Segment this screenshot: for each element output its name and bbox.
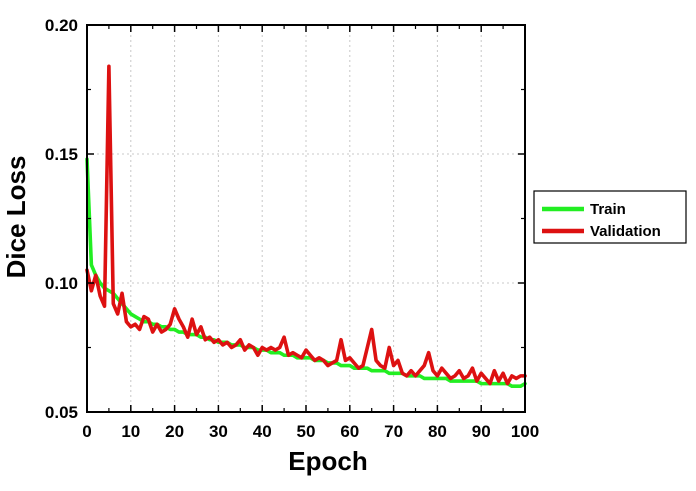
x-tick-label: 20 [165,422,184,441]
y-tick-labels: 0.05 0.10 0.15 0.20 [45,16,78,422]
x-tick-label: 80 [428,422,447,441]
x-tick-label: 40 [253,422,272,441]
legend-box [533,190,687,244]
x-tick-label: 0 [82,422,91,441]
x-tick-label: 30 [209,422,228,441]
legend-label-validation: Validation [590,223,661,240]
legend-label-train: Train [590,201,626,218]
y-tick-label: 0.15 [45,145,78,164]
y-tick-label: 0.20 [45,16,78,35]
y-axis-title: Dice Loss [1,156,31,279]
x-tick-label: 100 [511,422,539,441]
legend: Train Validation [533,190,687,244]
series-layer [85,64,527,389]
y-tick-label: 0.05 [45,403,78,422]
x-tick-label: 50 [297,422,316,441]
x-tick-label: 90 [472,422,491,441]
axis-ticks [86,24,526,413]
series-line-validation [85,64,527,386]
x-tick-label: 60 [340,422,359,441]
x-axis-title: Epoch [288,446,367,476]
plot-frame [86,24,526,413]
y-tick-label: 0.10 [45,274,78,293]
x-tick-label: 10 [121,422,140,441]
x-tick-labels: 0 10 20 30 40 50 60 70 80 90 100 [82,422,539,441]
grid [87,25,525,412]
x-tick-label: 70 [384,422,403,441]
